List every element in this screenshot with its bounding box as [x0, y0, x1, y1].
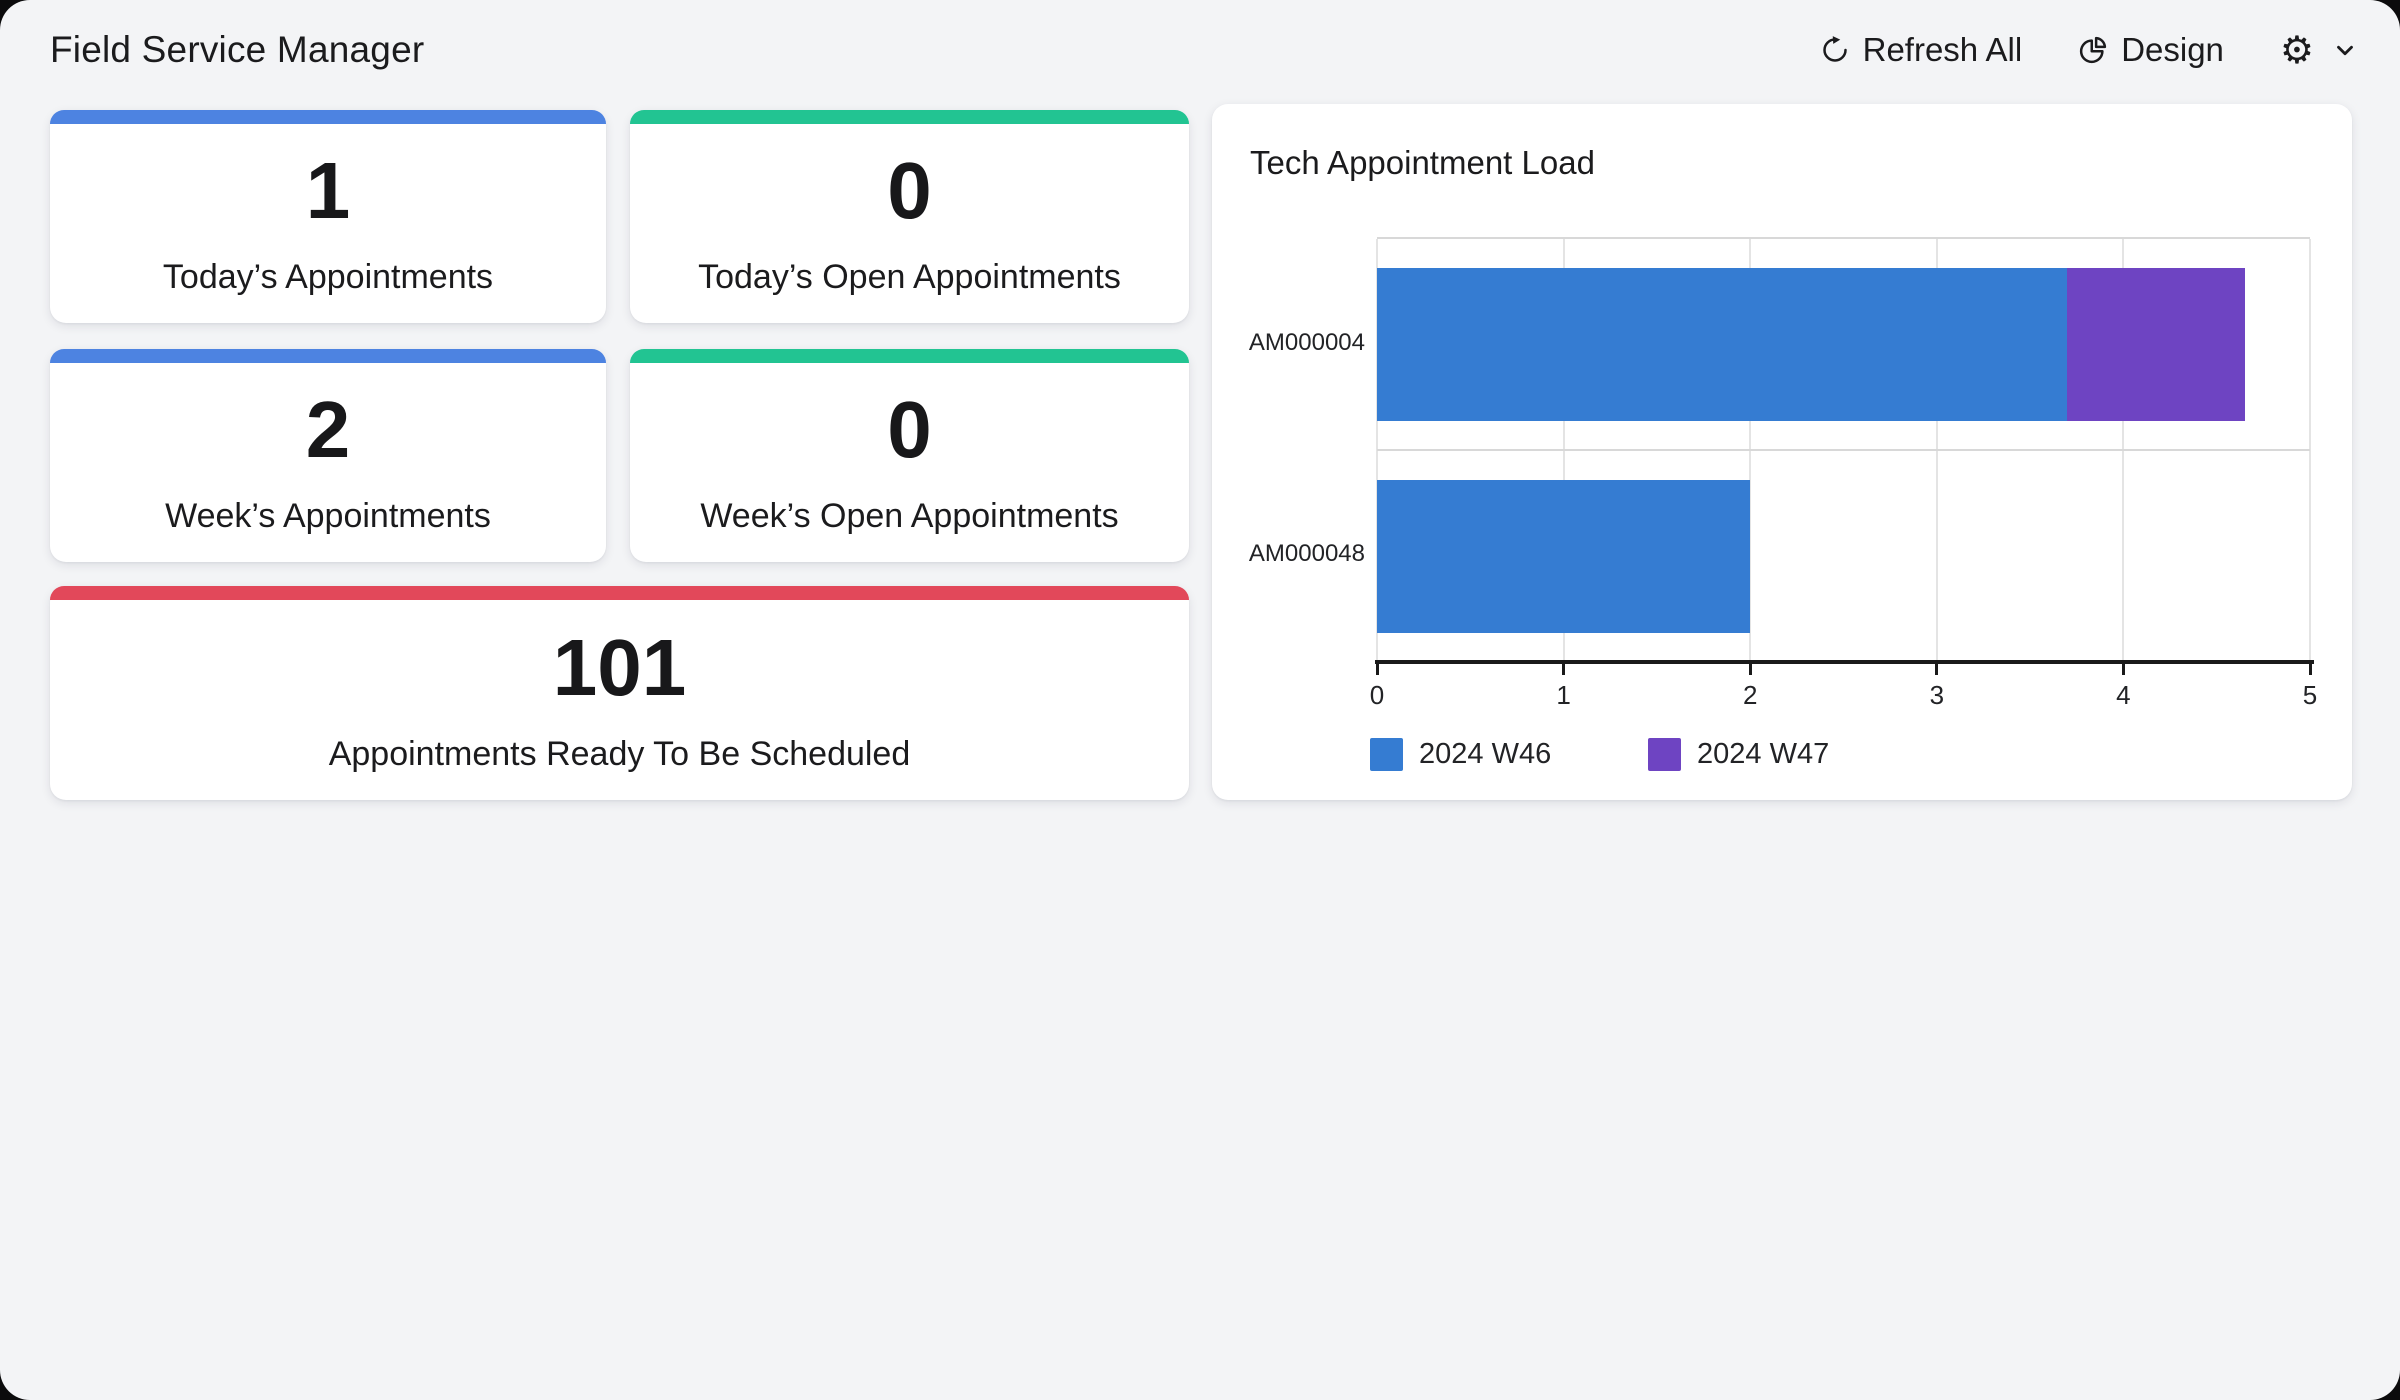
legend-item-2024 W47[interactable]: 2024 W47 — [1648, 738, 1926, 771]
legend-label-2024 W46: 2024 W46 — [1419, 738, 1552, 770]
gridline-x-5 — [2309, 239, 2311, 660]
x-axis-line — [1375, 660, 2314, 664]
kpi-value: 0 — [887, 385, 932, 475]
x-axis-tick-2 — [1748, 664, 1752, 675]
kpi-value: 1 — [305, 146, 351, 236]
x-axis-tick-3 — [1935, 664, 1939, 675]
kpi-label: Today’s Appointments — [162, 258, 494, 297]
x-axis-tick-label-1: 1 — [1556, 680, 1571, 710]
x-axis-tick-4 — [2121, 664, 2125, 675]
gridline-band-separator — [1377, 448, 2310, 451]
card-accent-bar — [630, 349, 1189, 363]
bar-AM000048-2024 W46 — [1377, 479, 1751, 633]
chart-legend: 2024 W46 2024 W47 — [1370, 738, 1926, 771]
kpi-card-todays-appointments: 1 Today’s Appointments — [50, 110, 606, 323]
x-axis-tick-5 — [2308, 664, 2312, 675]
x-axis-tick-label-2: 2 — [1742, 680, 1758, 710]
card-accent-bar — [50, 349, 606, 363]
x-axis-tick-label-3: 3 — [1929, 680, 1945, 710]
category-label-AM000048: AM000048 — [1248, 540, 1365, 568]
x-axis-tick-label-5: 5 — [2302, 680, 2318, 710]
kpi-value: 101 — [552, 622, 687, 712]
bar-AM000004-2024 W47 — [2067, 268, 2245, 422]
card-accent-bar — [50, 110, 606, 124]
legend-label-2024 W47: 2024 W47 — [1697, 738, 1830, 770]
kpi-label: Today’s Open Appointments — [698, 258, 1121, 297]
design-label: Design — [2121, 31, 2224, 68]
header-actions: Refresh All Design ⚙ — [1820, 31, 2358, 69]
legend-item-2024 W46[interactable]: 2024 W46 — [1370, 738, 1648, 771]
refresh-all-button[interactable]: Refresh All — [1820, 31, 2023, 69]
chart-title: Tech Appointment Load — [1250, 144, 1595, 181]
pie-chart-icon — [2078, 35, 2108, 65]
kpi-value: 0 — [887, 146, 932, 236]
chevron-down-icon — [2332, 37, 2358, 63]
legend-swatch-2024 W46 — [1370, 738, 1403, 771]
x-axis-tick-0 — [1375, 664, 1379, 675]
x-axis-tick-1 — [1562, 664, 1566, 675]
kpi-label: Week’s Open Appointments — [700, 497, 1119, 536]
card-accent-bar — [50, 586, 1189, 600]
refresh-icon — [1820, 35, 1850, 65]
x-axis-tick-label-0: 0 — [1369, 680, 1385, 710]
kpi-value: 2 — [305, 385, 351, 475]
card-accent-bar — [630, 110, 1189, 124]
refresh-all-label: Refresh All — [1862, 31, 2023, 68]
header: Field Service Manager Refresh All — [50, 0, 2358, 100]
design-button[interactable]: Design — [2078, 31, 2224, 69]
kpi-label: Appointments Ready To Be Scheduled — [328, 734, 911, 773]
page-title: Field Service Manager — [50, 29, 425, 70]
gear-icon: ⚙ — [2279, 28, 2314, 72]
settings-button[interactable]: ⚙ — [2280, 31, 2358, 69]
kpi-label: Week’s Appointments — [165, 497, 491, 536]
category-label-AM000004: AM000004 — [1248, 328, 1365, 356]
chart-panel-tech-appointment-load: Tech Appointment Load AM000004 AM000048 0… — [1212, 104, 2352, 800]
kpi-card-weeks-open-appointments: 0 Week’s Open Appointments — [630, 349, 1189, 562]
bar-AM000004-2024 W46 — [1377, 268, 2068, 422]
kpi-card-appointments-ready-to-be-scheduled: 101 Appointments Ready To Be Scheduled — [50, 586, 1189, 800]
legend-swatch-2024 W47 — [1648, 738, 1681, 771]
x-axis-tick-label-4: 4 — [2116, 680, 2131, 710]
kpi-card-weeks-appointments: 2 Week’s Appointments — [50, 349, 606, 562]
kpi-card-todays-open-appointments: 0 Today’s Open Appointments — [630, 110, 1189, 323]
chart-plot-area — [1376, 237, 2311, 660]
